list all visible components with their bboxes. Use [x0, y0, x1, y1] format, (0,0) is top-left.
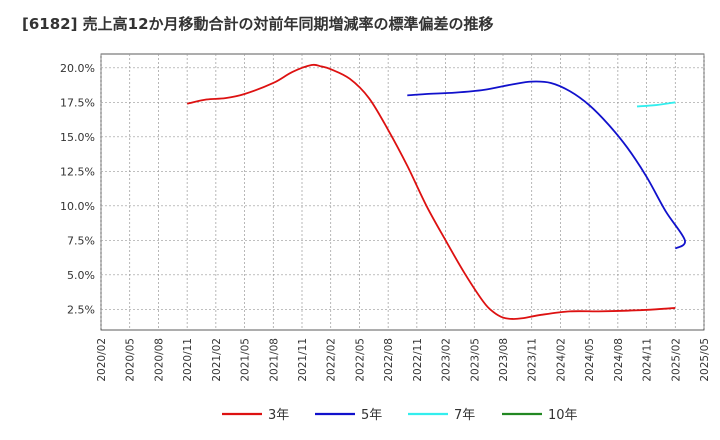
series-line-5年 — [407, 80, 686, 250]
y-tick-label: 15.0% — [60, 131, 95, 144]
series-layer — [186, 63, 686, 320]
y-tick-label: 12.5% — [60, 165, 95, 178]
x-tick-label: 2023/05 — [469, 338, 481, 382]
x-tick-label: 2023/11 — [527, 338, 539, 382]
x-tick-label: 2025/02 — [670, 338, 682, 382]
x-tick-label: 2020/08 — [153, 338, 165, 382]
y-tick-label: 17.5% — [60, 96, 95, 109]
x-tick-labels: 2020/02 2020/05 2020/08 2020/11 2021/02 2021/… — [96, 338, 711, 382]
x-tick-label: 2020/02 — [96, 338, 108, 382]
x-tick-label: 2022/05 — [354, 338, 366, 382]
x-tick-label: 2021/02 — [211, 338, 223, 382]
x-tick-label: 2022/11 — [412, 338, 424, 382]
legend-label: 7年 — [454, 408, 475, 423]
series-line-3年 — [186, 63, 676, 320]
legend-label: 3年 — [268, 408, 289, 423]
y-tick-labels: 2.5% 5.0% 7.5% 10.0% 12.5% 15.0% 17.5% 20.0% — [60, 62, 95, 316]
y-tick-label: 20.0% — [60, 62, 95, 75]
y-tick-label: 2.5% — [67, 303, 95, 316]
x-tick-label: 2022/08 — [383, 338, 395, 382]
x-tick-label: 2023/08 — [498, 338, 510, 382]
legend-label: 10年 — [548, 408, 578, 423]
legend-label: 5年 — [361, 408, 382, 423]
x-tick-label: 2020/05 — [125, 338, 137, 382]
y-tick-label: 7.5% — [67, 234, 95, 247]
chart-title: [6182] 売上高12か月移動合計の対前年同期増減率の標準偏差の推移 — [22, 15, 494, 33]
plot-area — [100, 53, 705, 331]
x-tick-label: 2024/02 — [555, 338, 567, 382]
x-tick-label: 2021/08 — [268, 338, 280, 382]
x-tick-label: 2021/05 — [240, 338, 252, 382]
x-tick-label: 2024/11 — [642, 338, 654, 382]
grid-layer — [100, 54, 705, 330]
y-tick-label: 10.0% — [60, 200, 95, 213]
x-tick-label: 2022/02 — [326, 338, 338, 382]
x-tick-label: 2024/05 — [584, 338, 596, 382]
x-tick-label: 2025/05 — [699, 338, 711, 382]
legend: 3年 5年 7年 10年 — [222, 408, 578, 423]
x-tick-label: 2023/02 — [441, 338, 453, 382]
series-line-7年 — [636, 101, 676, 108]
x-tick-label: 2021/11 — [297, 338, 309, 382]
x-tick-label: 2020/11 — [182, 338, 194, 382]
y-tick-label: 5.0% — [67, 269, 95, 282]
x-tick-label: 2024/08 — [613, 338, 625, 382]
